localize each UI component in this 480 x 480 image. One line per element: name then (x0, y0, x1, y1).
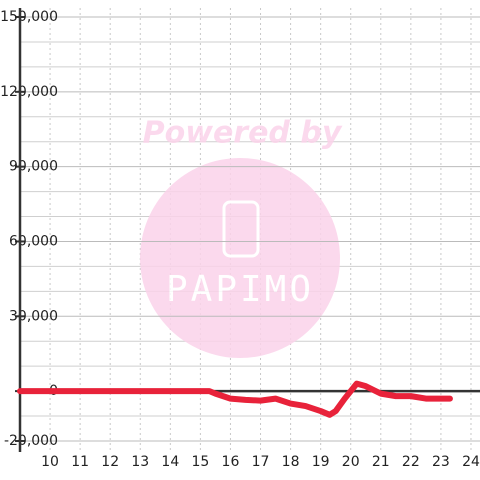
y-tick-label: -20,000 (4, 433, 58, 449)
y-tick-label: 90,000 (9, 159, 58, 175)
x-tick-label: 12 (101, 454, 119, 470)
x-tick-label: 15 (191, 454, 209, 470)
watermark-title: Powered by (143, 116, 343, 151)
x-tick-label: 10 (41, 454, 59, 470)
watermark-circle (140, 158, 340, 358)
x-tick-label: 22 (402, 454, 420, 470)
x-tick-label: 14 (161, 454, 179, 470)
watermark-logo: PAPIMO (166, 269, 314, 310)
y-tick-label: 30,000 (9, 308, 58, 324)
watermark-icon (222, 200, 260, 258)
x-tick-label: 20 (342, 454, 360, 470)
x-tick-label: 18 (282, 454, 300, 470)
x-tick-label: 17 (252, 454, 270, 470)
x-tick-label: 19 (312, 454, 330, 470)
x-tick-label: 24 (462, 454, 480, 470)
x-tick-label: 11 (71, 454, 89, 470)
x-tick-label: 23 (432, 454, 450, 470)
y-tick-label: 120,000 (0, 84, 58, 100)
data-line (17, 380, 453, 418)
x-tick-label: 21 (372, 454, 390, 470)
y-tick-label: 150,000 (0, 9, 58, 25)
y-tick-label: 60,000 (9, 233, 58, 249)
x-tick-label: 16 (222, 454, 240, 470)
watermark: Powered by PAPIMO (140, 116, 343, 358)
x-tick-label: 13 (131, 454, 149, 470)
